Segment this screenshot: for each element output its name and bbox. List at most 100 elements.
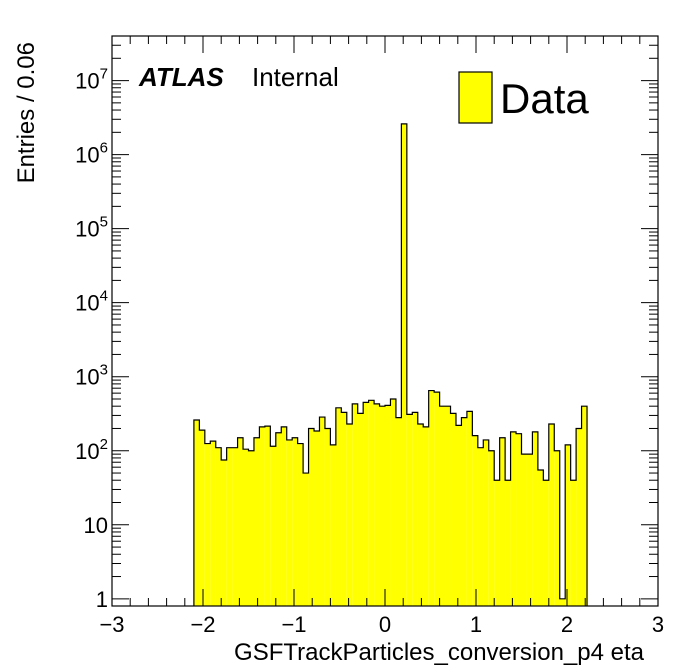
axis-labels: GSFTrackParticles_conversion_p4 eta Entri… [13, 42, 645, 666]
histogram-bar [439, 406, 446, 606]
histogram-bar [297, 443, 304, 606]
histogram-bar [319, 417, 325, 606]
y-axis-label: Entries / 0.06 [13, 42, 40, 183]
histogram-bar [308, 428, 315, 606]
histogram-bar [505, 480, 511, 606]
histogram-bar [259, 426, 265, 606]
histogram-bar [395, 417, 402, 606]
histogram-bar [516, 433, 522, 606]
histogram-bar [455, 425, 462, 606]
x-tick-label: 0 [379, 612, 391, 637]
histogram-bar [264, 426, 271, 606]
histogram-bar [199, 430, 205, 606]
histogram-bar [581, 406, 588, 606]
histogram-bar [565, 444, 571, 606]
histogram-bar [532, 431, 538, 606]
histogram-bar [379, 406, 385, 606]
x-axis-ticks: −3 −2 −1 0 1 2 3 [99, 36, 664, 637]
histogram-bar [559, 598, 566, 606]
histogram-bar [417, 423, 424, 606]
histogram-bar [526, 454, 533, 606]
histogram-bar [434, 392, 440, 606]
x-tick-label: −3 [99, 612, 124, 637]
histogram-bar [428, 390, 435, 606]
histogram-bar [292, 437, 298, 606]
x-axis-label: GSFTrackParticles_conversion_p4 eta [234, 639, 645, 666]
x-tick-label: −1 [281, 612, 306, 637]
y-tick-label: 106 [75, 140, 108, 168]
atlas-label: ATLAS [138, 62, 224, 92]
histogram-bar [537, 469, 544, 606]
histogram-bar [253, 437, 260, 606]
histogram-bar [461, 417, 467, 606]
histogram-bar [232, 447, 238, 606]
y-tick-label: 102 [75, 436, 108, 464]
x-tick-label: 3 [652, 612, 664, 637]
histogram-bar [543, 480, 549, 606]
y-tick-label: 105 [75, 214, 108, 242]
histogram-bar [248, 450, 254, 606]
histogram-bar [215, 447, 222, 606]
histogram-bar [499, 437, 506, 606]
histogram-bar [204, 443, 211, 606]
histogram-bar [210, 441, 216, 606]
x-tick-label: −2 [190, 612, 215, 637]
histogram-bar [363, 402, 369, 606]
histogram-bar [466, 411, 473, 606]
histogram-bar [445, 406, 451, 606]
x-tick-label: 2 [561, 612, 573, 637]
histogram-bar [510, 431, 517, 606]
y-tick-label: 1 [96, 587, 108, 612]
histogram-bar [548, 423, 555, 606]
histogram-bar [390, 399, 396, 606]
histogram-bar [570, 480, 577, 606]
histogram-bar [412, 412, 418, 606]
histogram-bar [423, 426, 429, 606]
x-tick-label: 1 [470, 612, 482, 637]
y-axis-ticks: 1 10 102 103 104 105 106 107 [75, 35, 658, 612]
histogram-bar [494, 480, 500, 606]
legend-label: Data [500, 75, 589, 122]
histogram-bar [576, 428, 582, 606]
y-tick-label: 104 [75, 288, 108, 316]
histogram-bar [324, 428, 331, 606]
y-tick-label: 10 [84, 513, 108, 538]
histogram-bar [385, 405, 391, 606]
histogram-bar [281, 426, 287, 606]
histogram-bar [406, 414, 413, 606]
histogram-bar [335, 407, 342, 606]
histogram-bar [477, 447, 484, 606]
legend-swatch [458, 71, 493, 124]
histogram-bar [243, 449, 249, 606]
histogram-bar [472, 435, 478, 606]
status-label: Internal [252, 62, 339, 92]
histogram-bar [193, 420, 200, 606]
histogram-bar [374, 403, 380, 606]
histogram-bar [275, 432, 282, 606]
histogram-bar [286, 439, 293, 606]
histogram-bar [314, 430, 320, 606]
histogram-bar [521, 454, 527, 606]
histogram-bar [341, 412, 347, 606]
histogram-bar [303, 473, 309, 606]
histogram-bar [330, 444, 336, 606]
histogram-bar [270, 446, 276, 606]
y-tick-label: 103 [75, 362, 108, 390]
histogram-bar [450, 413, 456, 606]
histogram-bar [554, 450, 560, 606]
histogram-bar [488, 450, 495, 606]
y-tick-label: 107 [75, 66, 108, 94]
histogram-bar [226, 447, 233, 606]
histogram-bar [357, 413, 364, 606]
histogram-outline [193, 123, 588, 606]
histogram-bar [352, 403, 358, 606]
histogram-bar [221, 460, 227, 606]
histogram-bar [483, 439, 489, 606]
histogram-bars [193, 123, 588, 606]
histogram-bar [368, 400, 375, 606]
histogram-bar [346, 423, 353, 606]
histogram-bar [401, 123, 407, 606]
histogram-bar [237, 437, 244, 606]
legend: Data [458, 71, 589, 124]
